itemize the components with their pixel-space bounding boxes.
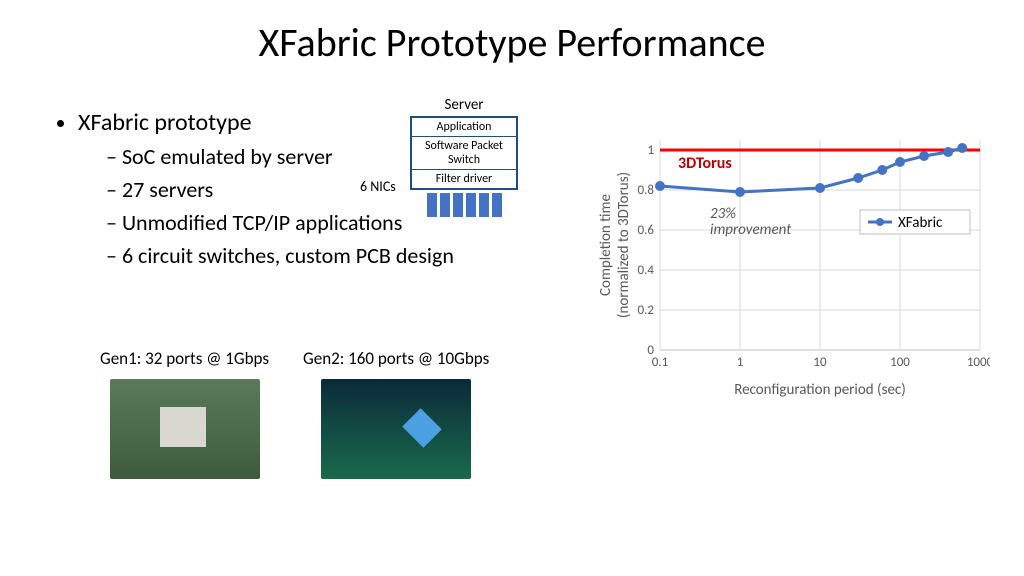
svg-text:1: 1: [737, 355, 744, 370]
server-stack: Application Software Packet Switch Filte…: [410, 116, 518, 190]
svg-text:10: 10: [813, 355, 827, 370]
svg-text:0.4: 0.4: [638, 263, 655, 278]
nic-bar: [427, 193, 437, 217]
nic-bar: [453, 193, 463, 217]
server-diagram: Server Application Software Packet Switc…: [404, 96, 524, 217]
svg-text:Reconfiguration period (sec): Reconfiguration period (sec): [734, 381, 906, 399]
svg-text:100: 100: [890, 355, 910, 370]
gen2: Gen2: 160 ports @ 10Gbps: [303, 348, 489, 479]
nics-row: [404, 193, 524, 217]
generations: Gen1: 32 ports @ 1Gbps Gen2: 160 ports @…: [100, 348, 489, 479]
nic-bar: [440, 193, 450, 217]
nic-bar: [479, 193, 489, 217]
stack-layer: Filter driver: [412, 170, 516, 188]
svg-text:improvement: improvement: [710, 221, 792, 239]
server-diagram-title: Server: [404, 96, 524, 114]
slide: XFabric Prototype Performance XFabric pr…: [0, 0, 1024, 576]
gen1-label: Gen1: 32 ports @ 1Gbps: [100, 348, 269, 369]
svg-text:0.6: 0.6: [638, 223, 655, 238]
svg-text:1: 1: [647, 143, 654, 158]
svg-text:0.1: 0.1: [652, 355, 668, 370]
svg-text:XFabric: XFabric: [898, 214, 943, 232]
gen2-label: Gen2: 160 ports @ 10Gbps: [303, 348, 489, 369]
completion-time-chart: 00.20.40.60.810.111010010003DTorus23%imp…: [590, 130, 990, 410]
nics-label: 6 NICs: [360, 178, 396, 195]
sub-bullet: 6 circuit switches, custom PCB design: [106, 242, 540, 269]
svg-text:1000: 1000: [967, 355, 990, 370]
svg-text:0.2: 0.2: [638, 303, 655, 318]
gen2-pcb-image: [321, 379, 471, 479]
bullet-main-text: XFabric prototype: [78, 108, 252, 137]
nic-bar: [492, 193, 502, 217]
svg-text:3DTorus: 3DTorus: [678, 154, 732, 173]
svg-text:(normalized to 3DTorus): (normalized to 3DTorus): [615, 172, 633, 318]
nic-bar: [466, 193, 476, 217]
stack-layer: Software Packet Switch: [412, 137, 516, 170]
gen1-pcb-image: [110, 379, 260, 479]
slide-title: XFabric Prototype Performance: [0, 18, 1024, 67]
gen1: Gen1: 32 ports @ 1Gbps: [100, 348, 269, 479]
svg-text:0.8: 0.8: [638, 183, 655, 198]
svg-text:Completion time: Completion time: [597, 194, 615, 296]
stack-layer: Application: [412, 118, 516, 137]
